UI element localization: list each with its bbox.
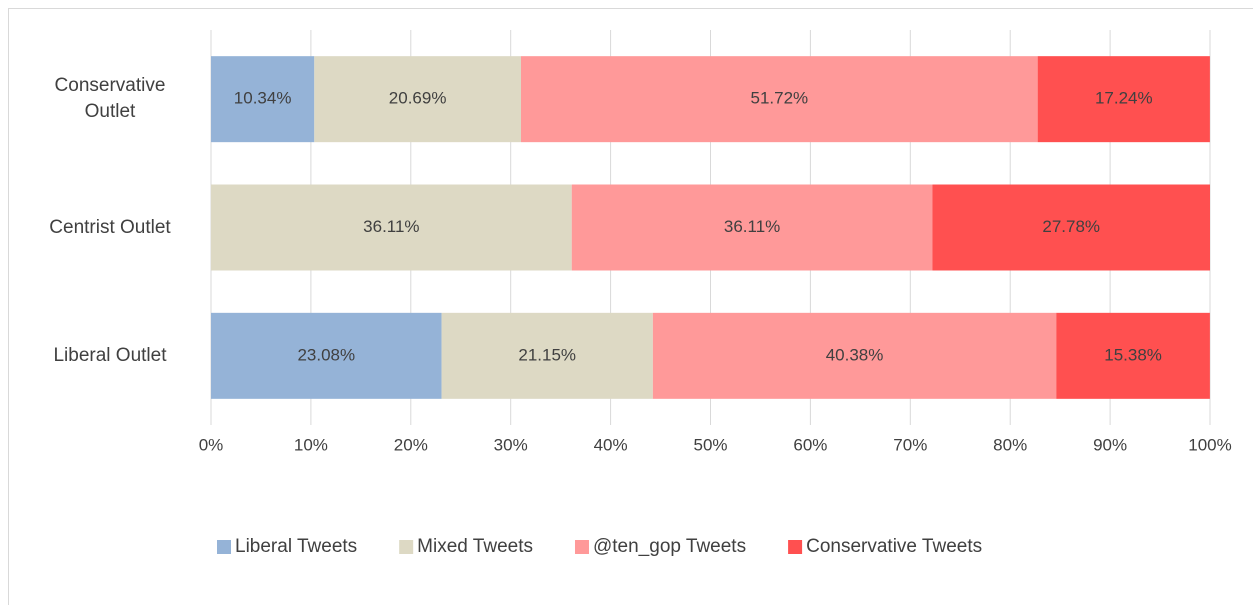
legend-label: Liberal Tweets <box>235 536 357 557</box>
x-tick-label: 100% <box>1188 435 1231 454</box>
legend-label: Mixed Tweets <box>417 536 533 557</box>
data-label: 10.34% <box>234 89 292 108</box>
bar-segment <box>932 184 1210 271</box>
x-tick-label: 50% <box>693 435 727 454</box>
y-tick-label: Liberal Outlet <box>53 344 167 366</box>
legend-swatch <box>574 540 589 554</box>
bar-segment <box>520 56 1038 143</box>
bar-segment <box>211 184 572 271</box>
data-label: 51.72% <box>750 89 808 108</box>
bar-segment <box>1037 56 1210 143</box>
data-label: 36.11% <box>724 217 780 236</box>
x-tick-label: 80% <box>993 435 1027 454</box>
data-label: 15.38% <box>1104 345 1162 364</box>
data-label: 27.78% <box>1042 217 1100 236</box>
data-label: 23.08% <box>297 345 355 364</box>
bar-segment <box>314 56 521 143</box>
x-tick-label: 60% <box>793 435 827 454</box>
x-tick-label: 30% <box>494 435 528 454</box>
legend-swatch <box>788 540 803 554</box>
x-tick-label: 20% <box>394 435 428 454</box>
x-tick-label: 40% <box>594 435 628 454</box>
y-tick-label: Conservative Outlet <box>54 75 166 123</box>
legend-label: Conservative Tweets <box>806 536 982 557</box>
bar-segment <box>211 312 442 399</box>
data-label: 20.69% <box>389 89 447 108</box>
data-label: 17.24% <box>1095 89 1153 108</box>
bar-segment <box>211 56 315 143</box>
legend-swatch <box>399 540 414 554</box>
bar-segment <box>1056 312 1210 399</box>
bar-segment <box>652 312 1057 399</box>
bar-segment <box>571 184 933 271</box>
x-tick-label: 0% <box>199 435 224 454</box>
x-tick-label: 70% <box>893 435 927 454</box>
legend-swatch <box>217 540 231 554</box>
y-tick-label: Centrist Outlet <box>49 216 171 238</box>
data-label: 40.38% <box>826 345 884 364</box>
x-tick-label: 10% <box>294 435 328 454</box>
data-label: 36.11% <box>363 217 419 236</box>
legend-label: @ten_gop Tweets <box>593 536 746 557</box>
bar-segment <box>441 312 653 399</box>
chart-border <box>8 8 1253 605</box>
x-tick-label: 90% <box>1093 435 1127 454</box>
data-label: 21.15% <box>518 345 576 364</box>
